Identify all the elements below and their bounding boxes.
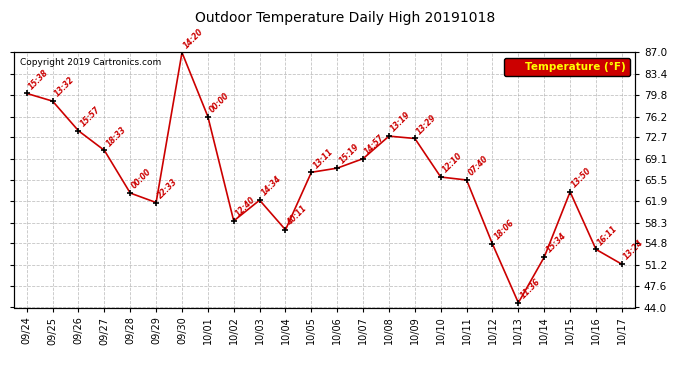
Text: 07:40: 07:40: [466, 154, 490, 178]
Text: 16:11: 16:11: [596, 224, 620, 247]
Text: 13:11: 13:11: [311, 147, 335, 170]
Text: Outdoor Temperature Daily High 20191018: Outdoor Temperature Daily High 20191018: [195, 11, 495, 25]
Text: 15:38: 15:38: [27, 68, 50, 91]
Text: Copyright 2019 Cartronics.com: Copyright 2019 Cartronics.com: [20, 58, 161, 67]
Text: 11:36: 11:36: [518, 277, 542, 300]
Text: 18:06: 18:06: [493, 218, 516, 242]
Text: 13:19: 13:19: [389, 110, 413, 134]
Text: 22:33: 22:33: [156, 177, 179, 200]
Text: 14:20: 14:20: [182, 27, 206, 50]
Text: 14:34: 14:34: [259, 174, 283, 198]
Text: 15:19: 15:19: [337, 142, 361, 166]
Legend: Temperature (°F): Temperature (°F): [504, 58, 629, 76]
Text: 14:57: 14:57: [363, 133, 386, 156]
Text: 13:50: 13:50: [570, 166, 593, 189]
Text: 13:24: 13:24: [622, 238, 645, 262]
Text: 12:40: 12:40: [234, 195, 257, 219]
Text: 40:11: 40:11: [286, 204, 309, 228]
Text: 18:33: 18:33: [104, 124, 128, 148]
Text: 12:10: 12:10: [441, 152, 464, 175]
Text: 15:57: 15:57: [79, 105, 102, 128]
Text: 00:00: 00:00: [130, 167, 154, 190]
Text: 15:34: 15:34: [544, 231, 568, 255]
Text: 00:00: 00:00: [208, 91, 231, 114]
Text: 13:29: 13:29: [415, 113, 438, 136]
Text: 13:32: 13:32: [52, 75, 76, 99]
